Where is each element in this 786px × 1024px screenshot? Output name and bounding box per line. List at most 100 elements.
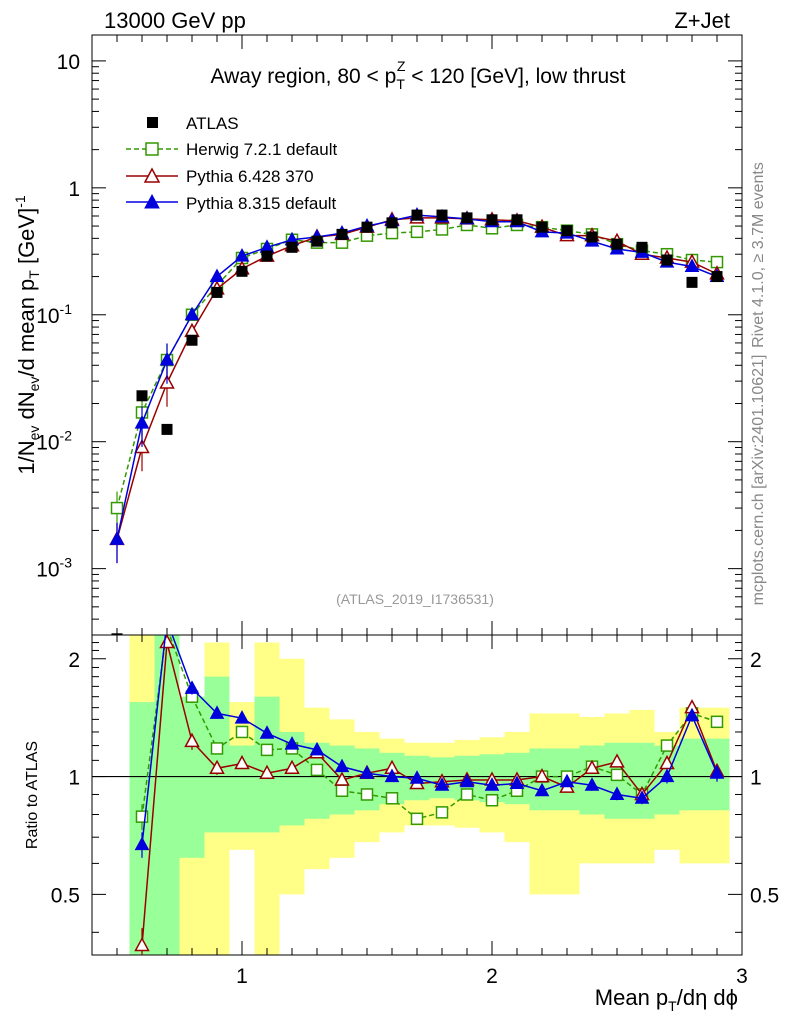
main-point-herwig-0: [110, 501, 124, 515]
ratio-band-stat-5: [254, 696, 280, 833]
ratio-point-pythia8-14: [459, 773, 475, 788]
ratio-point-pythia8-11: [384, 768, 400, 783]
x-tick-label-3: 3: [736, 965, 748, 988]
atlas-point-13: [436, 209, 448, 221]
ratio-point-pythia8-5: [234, 710, 250, 724]
ratio-point-pythia8-24: [709, 765, 725, 779]
main-point-herwig-11: [385, 226, 399, 240]
atlas-point-10: [361, 221, 373, 233]
atlas-point-2: [161, 423, 173, 435]
main-point-pythia8-1: [134, 415, 150, 429]
ratio-point-pythia8-9: [334, 758, 350, 773]
main-point-pythia8-2: [159, 351, 175, 366]
legend-atlas-marker: [147, 117, 158, 128]
main-point-pythia8-4: [209, 268, 225, 283]
ratio-point-pythia8-23: [684, 707, 700, 722]
atlas-point-15: [486, 214, 498, 226]
ratio-series: [134, 614, 725, 955]
atlas-point-18: [561, 225, 573, 237]
ratio-point-pythia8-16: [509, 775, 525, 790]
side-rivet-label: Rivet 4.1.0, ≥ 3.7M events: [750, 162, 767, 348]
ratio-point-pythia6-9: [334, 771, 350, 786]
ratio-point-pythia6-5: [234, 754, 250, 770]
ratio-point-pythia8-7: [284, 736, 300, 750]
ratio-point-pythia8-17: [534, 782, 550, 797]
atlas-point-9: [336, 228, 348, 240]
legend-pythia6-marker: [143, 167, 161, 183]
main-point-pythia8-0: [109, 531, 125, 545]
ratio-point-pythia8-21: [634, 790, 650, 804]
ratio-band-stat-20: [629, 742, 655, 819]
main-point-herwig-12: [410, 225, 424, 239]
ratio-point-herwig-15: [485, 793, 499, 807]
ratio-point-pythia6-3: [184, 732, 200, 748]
ratio-band-stat-22: [679, 738, 705, 811]
atlas-point-16: [511, 214, 523, 226]
main-point-pythia8-3: [184, 306, 200, 321]
ratio-point-pythia6-6: [259, 764, 275, 779]
ratio-point-herwig-22: [660, 739, 674, 752]
atlas-point-11: [386, 217, 398, 229]
ratio-point-pythia6-7: [284, 759, 300, 775]
main-line-herwig: [116, 224, 718, 509]
ratio-tick-label-right-0: 0.5: [750, 884, 779, 907]
y-tick-label-3: 1: [68, 178, 80, 201]
ratio-point-pythia8-1: [134, 836, 150, 851]
legend-pythia6-label: Pythia 6.428 370: [186, 167, 314, 186]
ratio-point-pythia6-20: [609, 753, 625, 768]
y-tick-label-4: 10: [57, 51, 80, 74]
legend-herwig-marker: [145, 142, 159, 156]
ratio-point-pythia8-2: [161, 614, 174, 626]
main-line-pythia6: [116, 217, 718, 540]
main-series: [109, 207, 725, 635]
header-process: Z+Jet: [674, 8, 730, 33]
y-tick-label-0: 10-3: [36, 555, 72, 582]
ratio-point-herwig-12: [410, 812, 424, 826]
ratio-point-pythia6-17: [534, 767, 550, 783]
plot-title-prefix: Away region, 80 < p: [211, 65, 397, 88]
ratio-point-herwig-8: [310, 763, 324, 777]
main-line-pythia8: [116, 214, 718, 540]
atlas-point-5: [236, 265, 248, 277]
ratio-point-herwig-4: [210, 742, 224, 755]
ratio-point-pythia8-20: [609, 786, 625, 800]
ratio-band-stat-2: [179, 696, 205, 858]
ratio-point-herwig-5: [235, 725, 249, 739]
legend-pythia8-label: Pythia 8.315 default: [186, 194, 337, 213]
header-energy: 13000 GeV pp: [104, 8, 246, 33]
ratio-tick-label-right-1: 1: [750, 767, 762, 790]
atlas-point-12: [411, 209, 423, 221]
main-point-pythia8-23: [684, 258, 700, 273]
ratio-point-pythia6-19: [584, 759, 600, 775]
main-axes: 10-3 10-2 10-1 1 10: [36, 35, 743, 636]
atlas-point-20: [611, 238, 623, 250]
ratio-point-herwig-6: [260, 743, 274, 757]
ratio-point-pythia8-12: [409, 770, 425, 784]
atlas-point-1: [136, 390, 148, 402]
plot-title-subscript: T: [396, 76, 405, 92]
ratio-tick-label-right-2: 2: [750, 649, 762, 672]
ratio-point-pythia8-3: [184, 680, 200, 694]
side-mcplots-label: mcplots.cern.ch [arXiv:2401.10621]: [750, 355, 767, 606]
legend-herwig-label: Herwig 7.2.1 default: [186, 140, 337, 159]
atlas-point-14: [461, 212, 473, 224]
ratio-point-pythia8-22: [659, 768, 675, 783]
ratio-point-herwig-1: [135, 810, 149, 823]
legend-pythia8-marker: [144, 193, 160, 209]
atlas-point-21: [636, 241, 648, 253]
analysis-watermark: (ATLAS_2019_I1736531): [336, 591, 494, 607]
ratio-point-herwig-14: [460, 788, 474, 801]
plot-title-suffix: < 120 [GeV], low thrust: [405, 65, 625, 88]
ratio-tick-label-left-2: 2: [68, 649, 80, 672]
y-tick-label-2: 10-1: [36, 301, 72, 328]
atlas-point-0: [111, 633, 123, 635]
legend: ATLAS Herwig 7.2.1 default Pythia 6.428 …: [126, 114, 337, 213]
ratio-point-pythia8-19: [584, 777, 600, 791]
ratio-point-pythia8-10: [359, 765, 375, 779]
ratio-point-pythia8-13: [434, 777, 450, 791]
ratio-y-axis-label: Ratio to ATLAS: [24, 741, 41, 849]
atlas-point-17: [536, 221, 548, 233]
x-axis-label: Mean pT/dη dϕ: [595, 985, 738, 1014]
atlas-point-22: [661, 254, 673, 266]
